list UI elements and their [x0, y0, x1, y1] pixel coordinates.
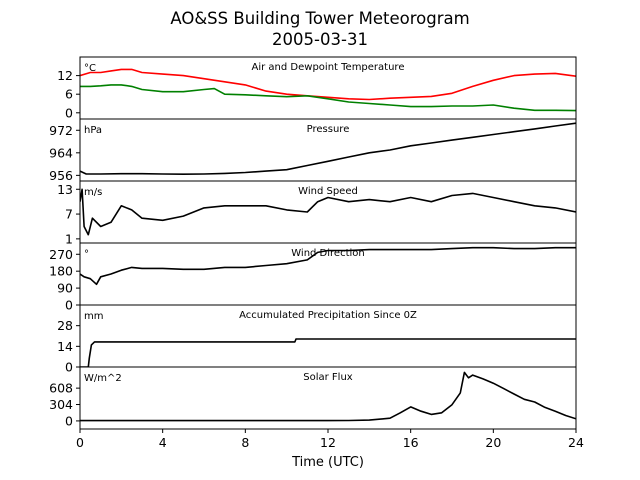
y-tick-label: 608 [49, 381, 73, 396]
y-tick-label: 90 [57, 281, 73, 296]
panel-unit-label: m/s [84, 187, 102, 198]
x-tick-label: 8 [241, 435, 249, 450]
panel-title: Accumulated Precipitation Since 0Z [239, 310, 417, 321]
panel-unit-label: hPa [84, 125, 102, 136]
panel-unit-label: W/m^2 [84, 373, 122, 384]
panel-title: Wind Direction [291, 248, 365, 259]
y-tick-label: 12 [57, 68, 73, 83]
temperature-series-0 [80, 68, 576, 101]
pressure-series-0 [80, 122, 576, 175]
y-tick-label: 14 [57, 339, 73, 354]
solar_flux-series-0 [80, 371, 576, 422]
panel-temperature: 0 6 12 °C Air and Dewpoint Temperature [57, 56, 577, 120]
y-tick-label: 1 [65, 231, 73, 246]
y-tick-label: 0 [65, 360, 73, 375]
y-tick-label: 956 [49, 168, 73, 183]
y-tick-label: 13 [57, 182, 73, 197]
panel-pressure: 956 964 972 hPa Pressure [49, 118, 577, 183]
precipitation-series-0 [80, 338, 576, 367]
panel-unit-label: mm [84, 311, 103, 322]
y-tick-label: 304 [49, 397, 73, 412]
y-tick-label: 180 [49, 264, 73, 279]
x-tick-label: 4 [159, 435, 167, 450]
y-tick-label: 972 [49, 123, 73, 138]
y-tick-label: 28 [57, 318, 73, 333]
wind_direction-series-0 [80, 246, 576, 286]
panel-title: Solar Flux [303, 372, 353, 383]
y-tick-label: 964 [49, 145, 73, 160]
chart-title: AO&SS Building Tower Meteorogram [170, 9, 469, 28]
y-tick-label: 270 [49, 247, 73, 262]
y-tick-label: 0 [65, 105, 73, 120]
x-tick-label: 16 [403, 435, 419, 450]
x-tick-label: 24 [568, 435, 584, 450]
x-tick-label: 12 [320, 435, 336, 450]
panel-wind_direction: 0 90 180 270 ° Wind Direction [49, 242, 577, 313]
panel-title: Wind Speed [298, 186, 358, 197]
y-tick-label: 6 [65, 87, 73, 102]
panel-title: Pressure [307, 124, 350, 135]
panel-precipitation: 0 14 28 mm Accumulated Precipitation Since 0… [57, 304, 577, 375]
y-tick-label: 7 [65, 207, 73, 222]
wind_speed-series-0 [80, 188, 576, 236]
panel-unit-label: ° [84, 249, 89, 260]
panel-title: Air and Dewpoint Temperature [252, 62, 405, 73]
x-axis: 0 4 8 12 16 20 24 [76, 429, 584, 450]
panel-wind_speed: 1 7 13 m/s Wind Speed [57, 180, 577, 246]
x-axis-label: Time (UTC) [291, 455, 364, 470]
y-tick-label: 0 [65, 413, 73, 428]
x-tick-label: 0 [76, 435, 84, 450]
x-tick-label: 20 [485, 435, 501, 450]
panel-unit-label: °C [84, 63, 96, 74]
panels: 0 6 12 °C Air and Dewpoint Temperature 956 964… [49, 56, 577, 430]
temperature-series-1 [80, 84, 576, 112]
chart-subtitle: 2005-03-31 [272, 30, 368, 49]
y-tick-label: 0 [65, 298, 73, 313]
